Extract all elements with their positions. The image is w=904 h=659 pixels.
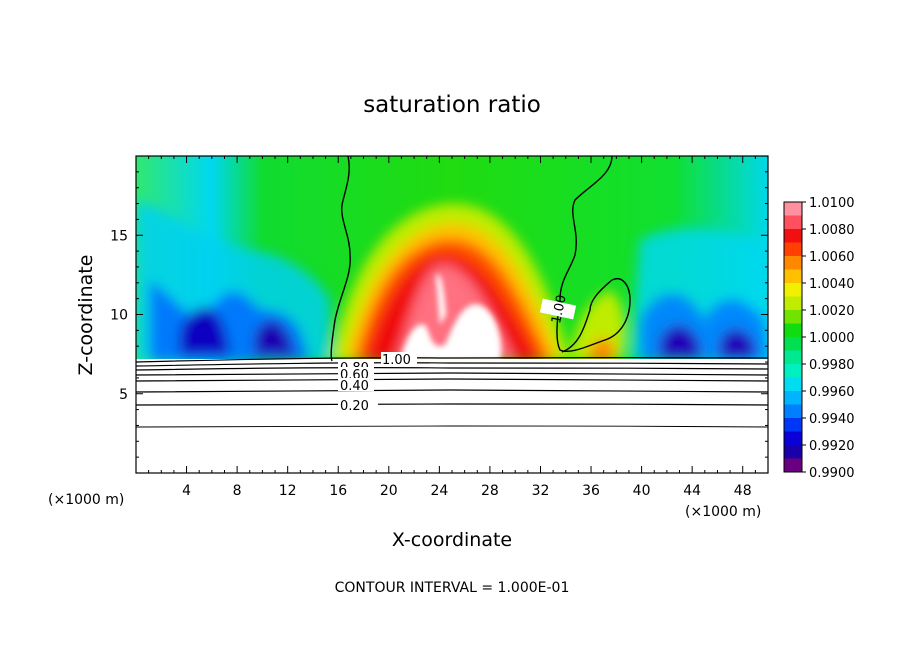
x-tick-label: 28	[481, 483, 499, 499]
colorbar-swatch	[784, 431, 802, 445]
colorbar-swatch	[784, 202, 802, 216]
contours-upper	[330, 156, 631, 362]
colorbar-swatch	[784, 364, 802, 378]
colorbar-label: 0.9900	[809, 466, 855, 481]
x-tick-label: 12	[279, 483, 297, 499]
y-axis-label: Z-coordinate	[75, 255, 97, 376]
contour-interval-note: CONTOUR INTERVAL = 1.000E-01	[335, 580, 570, 596]
colorbar-swatch	[784, 242, 802, 256]
colorbar-swatch	[784, 296, 802, 310]
contour-label: 0.40	[340, 379, 369, 394]
plot-area	[136, 156, 768, 473]
colorbar-label: 1.0040	[809, 277, 855, 292]
y-axis: 5 10 15	[110, 171, 768, 458]
colorbar-swatch	[784, 337, 802, 351]
colorbar-swatch	[784, 269, 802, 283]
x-tick-label: 40	[633, 483, 651, 499]
x-tick-label: 48	[734, 483, 752, 499]
x-tick-label: 8	[233, 483, 242, 499]
field-upper	[136, 156, 768, 361]
chart-title: saturation ratio	[363, 92, 541, 118]
colorbar-swatch	[784, 418, 802, 432]
x-tick-label: 32	[532, 483, 550, 499]
colorbar-label: 1.0000	[809, 331, 855, 346]
colorbar-swatch	[784, 229, 802, 243]
x-tick-label: 20	[380, 483, 398, 499]
x-tick-label: 16	[329, 483, 347, 499]
colorbar-swatch	[784, 458, 802, 472]
colorbar-label: 0.9960	[809, 385, 855, 400]
x-unit-right: (×1000 m)	[685, 504, 761, 520]
contour-label: 1.00	[382, 353, 411, 368]
field-lower	[136, 359, 768, 473]
colorbar-swatch	[784, 256, 802, 270]
x-tick-label: 24	[430, 483, 448, 499]
x-axis: 4 8 12 16 20 24 28 32 36 40 44 48	[148, 156, 756, 499]
colorbar-swatch	[784, 215, 802, 229]
x-axis-label: X-coordinate	[392, 529, 512, 551]
colorbar-swatch	[784, 445, 802, 459]
colorbar-swatch	[784, 377, 802, 391]
x-tick-label: 36	[582, 483, 600, 499]
x-tick-label: 44	[683, 483, 701, 499]
contours-lower	[136, 356, 768, 428]
colorbar-swatch	[784, 350, 802, 364]
colorbar-label: 0.9940	[809, 412, 855, 427]
colorbar-swatch	[784, 404, 802, 418]
colorbar: 0.9900 0.9920 0.9940 0.9960 0.9980 1.0000 1.00…	[783, 196, 855, 481]
contour-label: 1.00	[549, 294, 570, 325]
y-tick-label: 5	[119, 387, 128, 403]
x-unit-left: (×1000 m)	[48, 492, 124, 508]
y-tick-label: 10	[110, 308, 128, 324]
colorbar-label: 1.0100	[809, 196, 855, 211]
contour-label: 0.20	[340, 399, 369, 414]
colorbar-label: 1.0080	[809, 223, 855, 238]
colorbar-label: 0.9920	[809, 439, 855, 454]
contour-labels: 1.00 1.00 0.80 0.60 0.40 0.20	[338, 294, 577, 414]
colorbar-swatch	[784, 323, 802, 337]
y-tick-label: 15	[110, 228, 128, 244]
colorbar-swatch	[784, 283, 802, 297]
colorbar-label: 1.0060	[809, 250, 855, 265]
colorbar-swatch	[784, 391, 802, 405]
colorbar-label: 0.9980	[809, 358, 855, 373]
colorbar-label: 1.0020	[809, 304, 855, 319]
colorbar-swatch	[784, 310, 802, 324]
x-tick-label: 4	[182, 483, 191, 499]
